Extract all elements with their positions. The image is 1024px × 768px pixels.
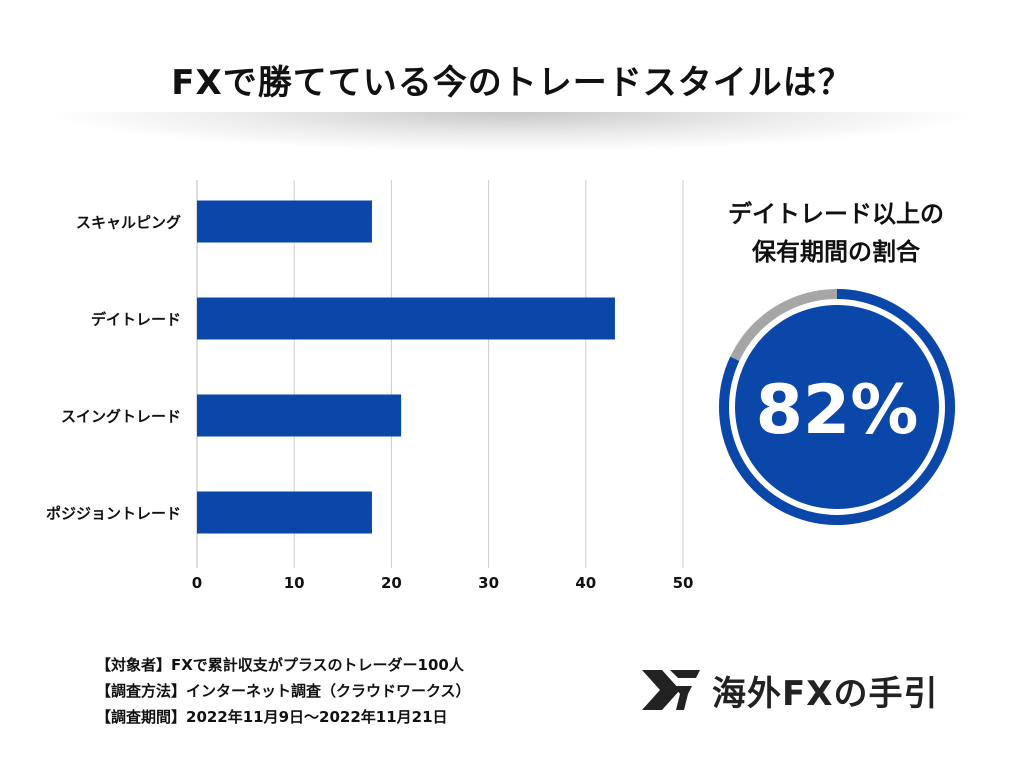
- page-title: FXで勝てている今のトレードスタイルは？: [171, 63, 853, 103]
- x-tick-label: 30: [478, 574, 499, 590]
- x-tick-label: 0: [192, 574, 202, 590]
- bar: [197, 297, 615, 340]
- bar: [197, 394, 402, 437]
- survey-note-period: 【調査期間】2022年11月9日〜2022年11月21日: [96, 708, 448, 726]
- donut-title-line-2: 保有期間の割合: [752, 238, 920, 266]
- donut-value-label: 82%: [756, 371, 919, 450]
- brand-name: 海外FXの手引: [712, 673, 939, 714]
- bar: [197, 200, 372, 243]
- fx-logo-icon: [642, 670, 700, 710]
- bar: [197, 491, 372, 534]
- bar-chart: 0 10 20 30 40 50 スキャルピングデイトレードスイングトレードポジジョントレー…: [46, 180, 694, 590]
- x-tick-label: 20: [381, 574, 402, 590]
- category-label: デイトレード: [91, 311, 181, 329]
- category-label: スイングトレード: [61, 408, 181, 426]
- title-shadow: [40, 112, 984, 152]
- brand-logo: 海外FXの手引: [640, 660, 938, 720]
- category-label: ポジジョントレード: [46, 505, 181, 523]
- x-tick-label: 40: [575, 574, 596, 590]
- donut-title-line-1: デイトレード以上の: [728, 200, 944, 228]
- donut-chart: 82%: [719, 289, 955, 525]
- x-tick-label: 50: [673, 574, 694, 590]
- x-tick-label: 10: [284, 574, 305, 590]
- survey-note-method: 【調査方法】インターネット調査（クラウドワークス）: [96, 682, 471, 700]
- category-label: スキャルピング: [76, 214, 181, 232]
- donut-title: デイトレード以上の 保有期間の割合: [686, 195, 986, 271]
- survey-note-target: 【対象者】FXで累計収支がプラスのトレーダー100人: [96, 656, 464, 674]
- survey-notes: 【対象者】FXで累計収支がプラスのトレーダー100人 【調査方法】インターネット…: [96, 652, 471, 730]
- donut-center: [735, 305, 939, 509]
